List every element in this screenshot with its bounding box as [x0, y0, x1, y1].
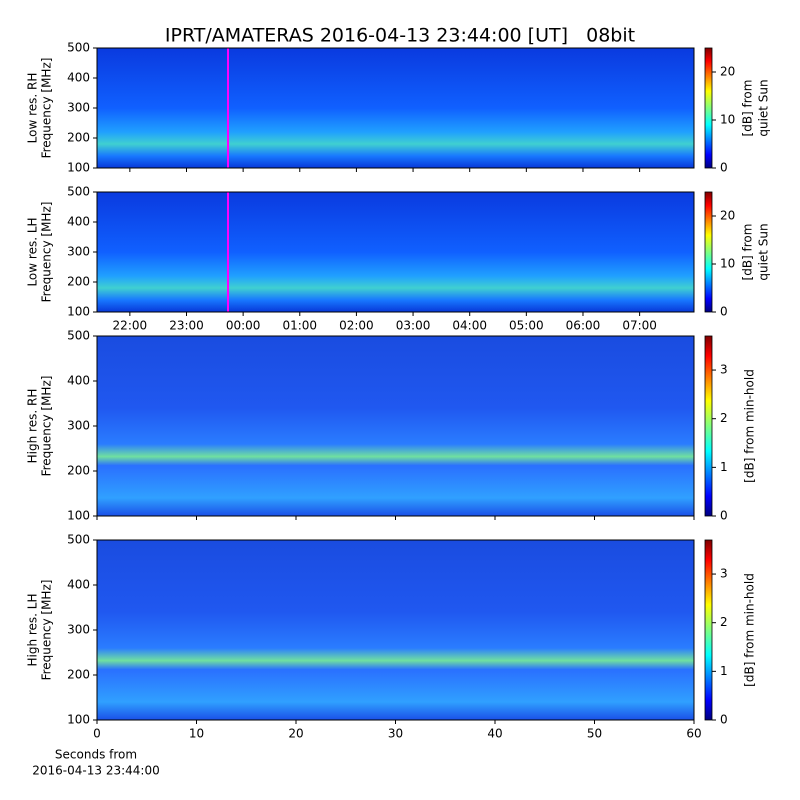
colorbar-label: quiet Sun [757, 79, 771, 136]
spectrogram-image [97, 336, 694, 516]
colorbar-tick-label: 20 [720, 209, 735, 223]
colorbar-tick-label: 1 [720, 460, 728, 474]
y-tick-label: 300 [67, 419, 90, 433]
x-axis-label: Seconds from [55, 748, 137, 762]
y-tick-label: 200 [67, 668, 90, 682]
colorbar-tick-label: 20 [720, 65, 735, 79]
colorbar-tick-label: 0 [720, 161, 728, 175]
colorbar-tick-label: 0 [720, 305, 728, 319]
y-tick-label: 300 [67, 623, 90, 637]
x-tick-label: 01:00 [282, 319, 317, 333]
y-tick-label: 200 [67, 275, 90, 289]
y-axis-label: Frequency [MHz] [40, 580, 54, 681]
y-tick-label: 300 [67, 101, 90, 115]
colorbar-tick-label: 3 [720, 567, 728, 581]
y-tick-label: 200 [67, 131, 90, 145]
y-tick-label: 500 [67, 533, 90, 547]
x-tick-label: 60 [686, 727, 701, 741]
spectrogram-image [97, 192, 694, 312]
x-tick-label: 0 [93, 727, 101, 741]
colorbar-tick-label: 0 [720, 713, 728, 727]
y-tick-label: 400 [67, 215, 90, 229]
y-tick-label: 100 [67, 161, 90, 175]
y-tick-label: 100 [67, 305, 90, 319]
x-tick-label: 04:00 [452, 319, 487, 333]
colorbar [704, 191, 713, 313]
x-tick-label: 00:00 [226, 319, 261, 333]
y-tick-label: 200 [67, 464, 90, 478]
x-tick-label: 02:00 [339, 319, 374, 333]
x-tick-label: 30 [388, 727, 403, 741]
colorbar-tick-label: 0 [720, 509, 728, 523]
colorbar-tick-label: 3 [720, 363, 728, 377]
colorbar [704, 335, 713, 517]
spectrogram-image [97, 48, 694, 168]
x-tick-label: 20 [288, 727, 303, 741]
x-tick-label: 40 [487, 727, 502, 741]
x-tick-label: 06:00 [566, 319, 601, 333]
y-tick-label: 300 [67, 245, 90, 259]
y-tick-label: 400 [67, 71, 90, 85]
colorbar-label: [dB] from min-hold [743, 369, 757, 483]
x-axis-label: 2016-04-13 23:44:00 [32, 764, 159, 778]
x-tick-label: 07:00 [622, 319, 657, 333]
x-tick-label: 03:00 [396, 319, 431, 333]
y-tick-label: 400 [67, 578, 90, 592]
colorbar-tick-label: 10 [720, 257, 735, 271]
chart-title: IPRT/AMATERAS 2016-04-13 23:44:00 [UT] 0… [165, 25, 635, 47]
x-tick-label: 05:00 [509, 319, 544, 333]
x-tick-label: 23:00 [169, 319, 204, 333]
y-tick-label: 100 [67, 713, 90, 727]
y-axis-label: Frequency [MHz] [40, 202, 54, 303]
colorbar-label: [dB] from [741, 224, 755, 281]
colorbar-tick-label: 1 [720, 664, 728, 678]
y-tick-label: 500 [67, 329, 90, 343]
y-axis-label: Low res. LH [26, 217, 40, 286]
y-axis-label: Frequency [MHz] [40, 58, 54, 159]
colorbar-tick-label: 2 [720, 411, 728, 425]
y-tick-label: 400 [67, 374, 90, 388]
colorbar-label: [dB] from [741, 80, 755, 137]
y-axis-label: High res. RH [26, 389, 40, 464]
colorbar [704, 47, 713, 169]
colorbar-label: quiet Sun [757, 223, 771, 280]
spectrogram-image [97, 540, 694, 720]
y-axis-label: High res. LH [26, 593, 40, 666]
y-tick-label: 500 [67, 185, 90, 199]
x-tick-label: 10 [189, 727, 204, 741]
colorbar [704, 539, 713, 721]
y-tick-label: 500 [67, 41, 90, 55]
x-tick-label: 50 [587, 727, 602, 741]
x-tick-label: 22:00 [113, 319, 148, 333]
y-axis-label: Low res. RH [26, 73, 40, 144]
colorbar-tick-label: 2 [720, 615, 728, 629]
y-tick-label: 100 [67, 509, 90, 523]
y-axis-label: Frequency [MHz] [40, 376, 54, 477]
colorbar-tick-label: 10 [720, 113, 735, 127]
colorbar-label: [dB] from min-hold [743, 573, 757, 687]
